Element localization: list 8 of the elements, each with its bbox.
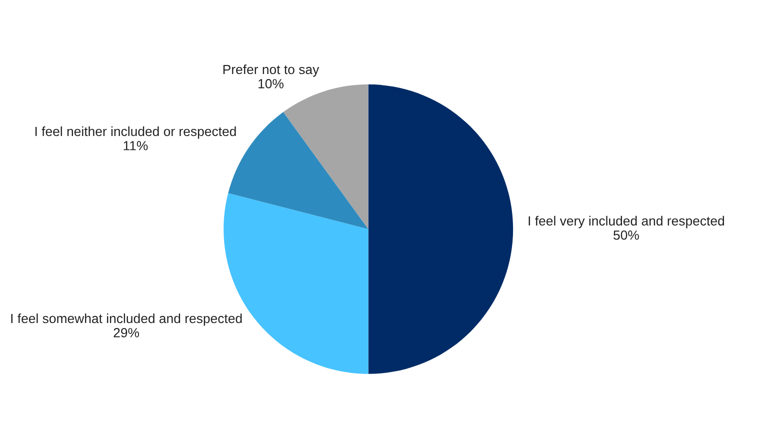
data-label: 50% <box>614 230 639 240</box>
slice-label: Prefer not to say <box>223 64 320 77</box>
slice-label: I feel neither included or respected <box>35 126 236 139</box>
data-label: 11% <box>124 141 148 150</box>
slice-label: I feel somewhat included and respected <box>11 313 242 326</box>
slice-label: I feel very included and respected <box>528 216 724 228</box>
data-label: 10% <box>258 79 284 88</box>
data-label: 29% <box>114 328 140 338</box>
